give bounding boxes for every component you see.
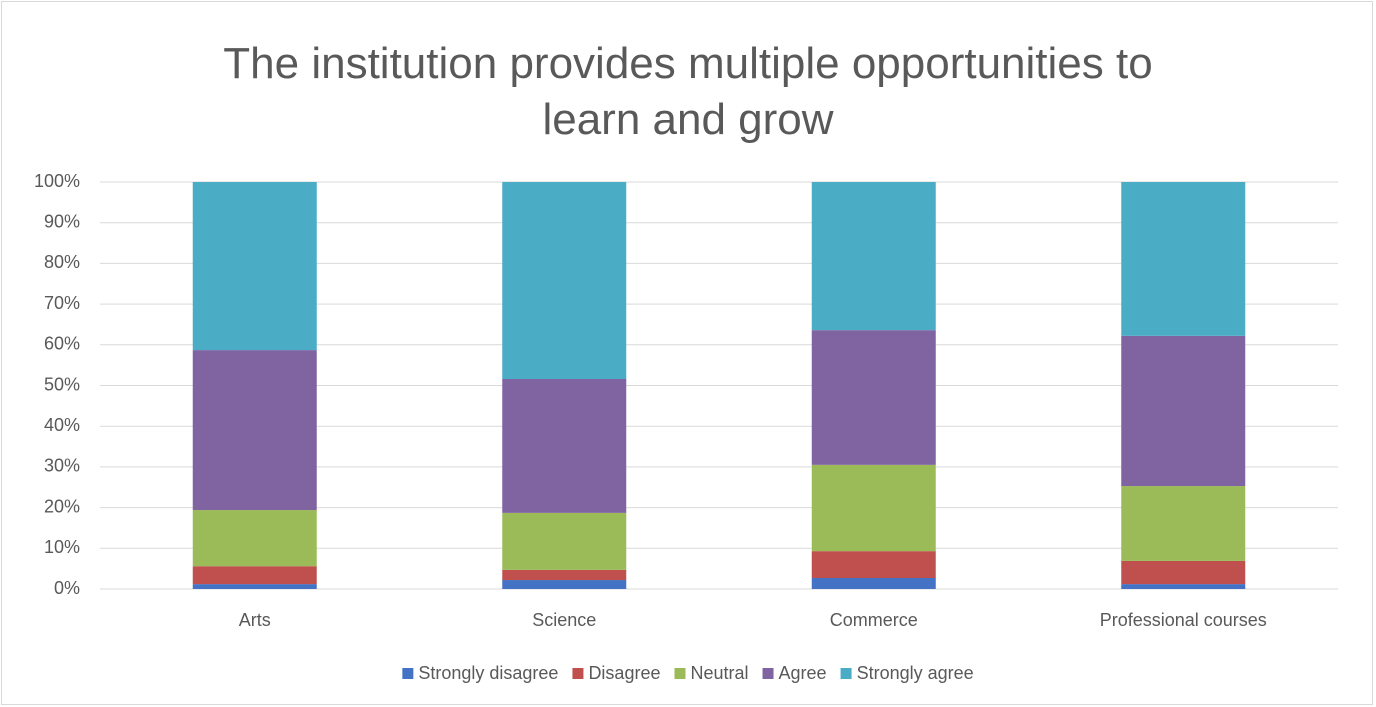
x-tick-label: Professional courses xyxy=(1100,610,1267,630)
bar-segment xyxy=(811,464,936,552)
y-tick-label: 90% xyxy=(44,211,80,231)
bar-segment xyxy=(1121,560,1246,585)
bar-segment xyxy=(811,330,936,465)
y-tick-label: 60% xyxy=(44,334,80,354)
legend-swatch xyxy=(402,668,414,679)
bar-segment xyxy=(502,512,627,570)
y-tick-label: 10% xyxy=(44,537,80,557)
bar-segment xyxy=(811,578,936,589)
chart-title: The institution provides multiple opport… xyxy=(223,39,1153,144)
legend-label: Agree xyxy=(779,663,827,683)
y-tick-label: 40% xyxy=(44,415,80,435)
bar-segment xyxy=(811,182,936,331)
bar-segment xyxy=(1121,486,1246,561)
x-tick-label: Science xyxy=(532,610,596,630)
legend-label: Strongly disagree xyxy=(418,663,558,683)
y-tick-label: 30% xyxy=(44,456,80,476)
bar-segment xyxy=(192,182,317,351)
x-tick-label: Arts xyxy=(239,610,271,630)
legend-swatch xyxy=(572,668,584,679)
bar-segment xyxy=(1121,182,1246,336)
legend-swatch xyxy=(840,668,852,679)
legend-swatch xyxy=(674,668,686,679)
legend-label: Disagree xyxy=(588,663,660,683)
bar-segment xyxy=(502,182,627,379)
legend-label: Neutral xyxy=(690,663,748,683)
bar-segment xyxy=(502,580,627,589)
x-tick-label: Commerce xyxy=(830,610,918,630)
bar-segment xyxy=(192,350,317,511)
bar-segment xyxy=(811,551,936,579)
y-tick-label: 0% xyxy=(54,578,80,598)
y-tick-label: 50% xyxy=(44,374,80,394)
bar-segment xyxy=(502,378,627,513)
bar-segment xyxy=(1121,335,1246,487)
y-tick-label: 70% xyxy=(44,293,80,313)
y-tick-label: 100% xyxy=(34,171,80,191)
y-tick-label: 20% xyxy=(44,496,80,516)
bar-segment xyxy=(192,510,317,567)
legend-label: Strongly agree xyxy=(857,663,974,683)
bar-segment xyxy=(192,584,317,589)
y-tick-label: 80% xyxy=(44,252,80,272)
bar-segment xyxy=(192,566,317,585)
bar-segment xyxy=(502,569,627,581)
bar-segment xyxy=(1121,584,1246,589)
legend-swatch xyxy=(762,668,774,679)
